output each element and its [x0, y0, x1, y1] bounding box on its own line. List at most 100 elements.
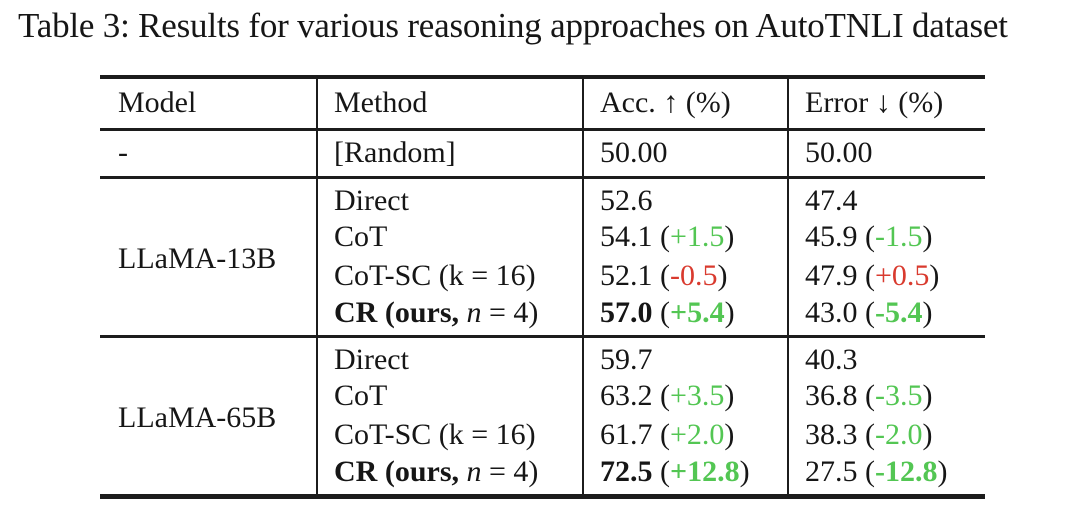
error-delta: -5.4 [875, 295, 923, 329]
acc-cell: 63.2 (+3.5) [582, 376, 788, 416]
error-cell: 27.5 (-12.8) [787, 454, 985, 496]
baseline-error: 50.00 [787, 129, 985, 177]
method-cell: CR (ours, n = 4) [316, 454, 583, 496]
acc-value: 63.2 [600, 379, 653, 412]
acc-delta: +3.5 [670, 379, 725, 412]
error-cell: 47.9 (+0.5) [787, 256, 985, 296]
acc-cell: 52.1 (-0.5) [582, 256, 788, 296]
error-delta: -2.0 [875, 418, 923, 451]
error-value: 50.00 [805, 136, 873, 169]
baseline-acc: 50.00 [582, 129, 788, 177]
paren: ( [660, 220, 670, 253]
paren: ) [724, 379, 735, 412]
acc-value: 57.0 [600, 295, 653, 329]
acc-value: 72.5 [600, 454, 653, 488]
method-bold: CR (ours, [334, 454, 467, 488]
paren: ( [865, 220, 875, 253]
acc-delta: +5.4 [670, 295, 725, 329]
paren: ( [865, 295, 875, 329]
error-delta: +0.5 [875, 259, 930, 292]
error-cell: 40.3 [787, 336, 985, 377]
error-value: 38.3 [805, 418, 858, 451]
paren: ( [660, 379, 670, 412]
acc-delta: +12.8 [670, 454, 740, 488]
error-value: 40.3 [805, 342, 858, 376]
paren: ( [865, 454, 875, 488]
method-var-n: n [466, 454, 482, 488]
method-cell: Direct [316, 336, 583, 377]
error-value: 36.8 [805, 379, 858, 412]
error-delta: -1.5 [875, 220, 923, 253]
paren: ( [660, 295, 670, 329]
baseline-model: - [118, 136, 128, 169]
table-header: Model Method Acc. ↑ (%) Error ↓ (%) [100, 77, 985, 129]
acc-cell: 72.5 (+12.8) [582, 454, 788, 496]
method-tail: = 4) [481, 295, 539, 329]
acc-cell: 59.7 [582, 336, 788, 377]
paren: ) [937, 454, 948, 488]
method-bold: CR (ours, [334, 295, 467, 329]
model-name: LLaMA-65B [118, 401, 277, 434]
paren: ( [660, 418, 670, 451]
error-delta: -3.5 [875, 379, 923, 412]
table-row: LLaMA-13B Direct 52.6 47.4 [100, 177, 985, 275]
method-tail: = 4) [481, 454, 539, 488]
error-cell: 36.8 (-3.5) [787, 376, 985, 416]
paren: ) [739, 454, 750, 488]
paren: ) [717, 259, 728, 292]
acc-value: 50.00 [600, 136, 668, 169]
paren: ( [660, 259, 670, 292]
acc-value: 52.6 [600, 183, 653, 217]
llama-13b-section: LLaMA-13B Direct 52.6 47.4 CoT 54.1 (+1.… [100, 177, 985, 336]
paren: ) [922, 418, 933, 451]
table-row: CoT-SC (k = 16) 61.7 (+2.0) 38.3 (-2.0) [100, 415, 985, 455]
header-accuracy: Acc. ↑ (%) [582, 77, 788, 129]
header-model: Model [118, 86, 197, 120]
error-value: 45.9 [805, 220, 858, 253]
error-cell: 47.4 [787, 177, 985, 218]
paren: ) [922, 220, 933, 253]
table-row: CoT 54.1 (+1.5) 45.9 (-1.5) [100, 217, 985, 257]
error-value: 27.5 [805, 454, 858, 488]
baseline-row: - [Random] 50.00 50.00 [100, 129, 985, 177]
paren: ( [660, 454, 670, 488]
error-value: 47.9 [805, 259, 858, 292]
acc-cell: 54.1 (+1.5) [582, 217, 788, 257]
table-row: CoT-SC (k = 16) 52.1 (-0.5) 47.9 (+0.5) [100, 256, 985, 296]
baseline-method: [Random] [316, 129, 583, 177]
method-cell: CoT-SC (k = 16) [316, 256, 583, 296]
method-cell: Direct [316, 177, 583, 218]
method-cell: CoT [316, 217, 583, 257]
model-name: LLaMA-13B [118, 242, 277, 275]
method-cell: CR (ours, n = 4) [316, 295, 583, 336]
paren: ( [865, 259, 875, 292]
error-cell: 43.0 (-5.4) [787, 295, 985, 336]
acc-cell: 57.0 (+5.4) [582, 295, 788, 336]
llama-65b-section: LLaMA-65B Direct 59.7 40.3 CoT 63.2 (+3.… [100, 336, 985, 496]
paren: ) [724, 220, 735, 253]
results-table: Model Method Acc. ↑ (%) Error ↓ (%) - [R… [100, 75, 985, 499]
acc-delta: +2.0 [670, 418, 725, 451]
header-method: Method [316, 77, 583, 129]
baseline-section: - [Random] 50.00 50.00 [100, 129, 985, 177]
results-table-wrap: Model Method Acc. ↑ (%) Error ↓ (%) - [R… [100, 75, 985, 499]
acc-cell: 52.6 [582, 177, 788, 218]
paren: ) [724, 418, 735, 451]
acc-value: 59.7 [600, 342, 653, 376]
error-cell: 45.9 (-1.5) [787, 217, 985, 257]
acc-delta: +1.5 [670, 220, 725, 253]
acc-value: 54.1 [600, 220, 653, 253]
acc-cell: 61.7 (+2.0) [582, 415, 788, 455]
table-row: LLaMA-65B Direct 59.7 40.3 [100, 336, 985, 434]
header-error: Error ↓ (%) [787, 77, 985, 129]
header-row: Model Method Acc. ↑ (%) Error ↓ (%) [100, 77, 985, 129]
acc-delta: -0.5 [670, 259, 718, 292]
paren: ) [922, 295, 933, 329]
paren: ) [922, 379, 933, 412]
paren: ) [929, 259, 940, 292]
method-var-n: n [466, 295, 482, 329]
error-value: 47.4 [805, 183, 858, 217]
table-row-ours: CR (ours, n = 4) 72.5 (+12.8) 27.5 (-12.… [100, 454, 985, 496]
acc-value: 52.1 [600, 259, 653, 292]
